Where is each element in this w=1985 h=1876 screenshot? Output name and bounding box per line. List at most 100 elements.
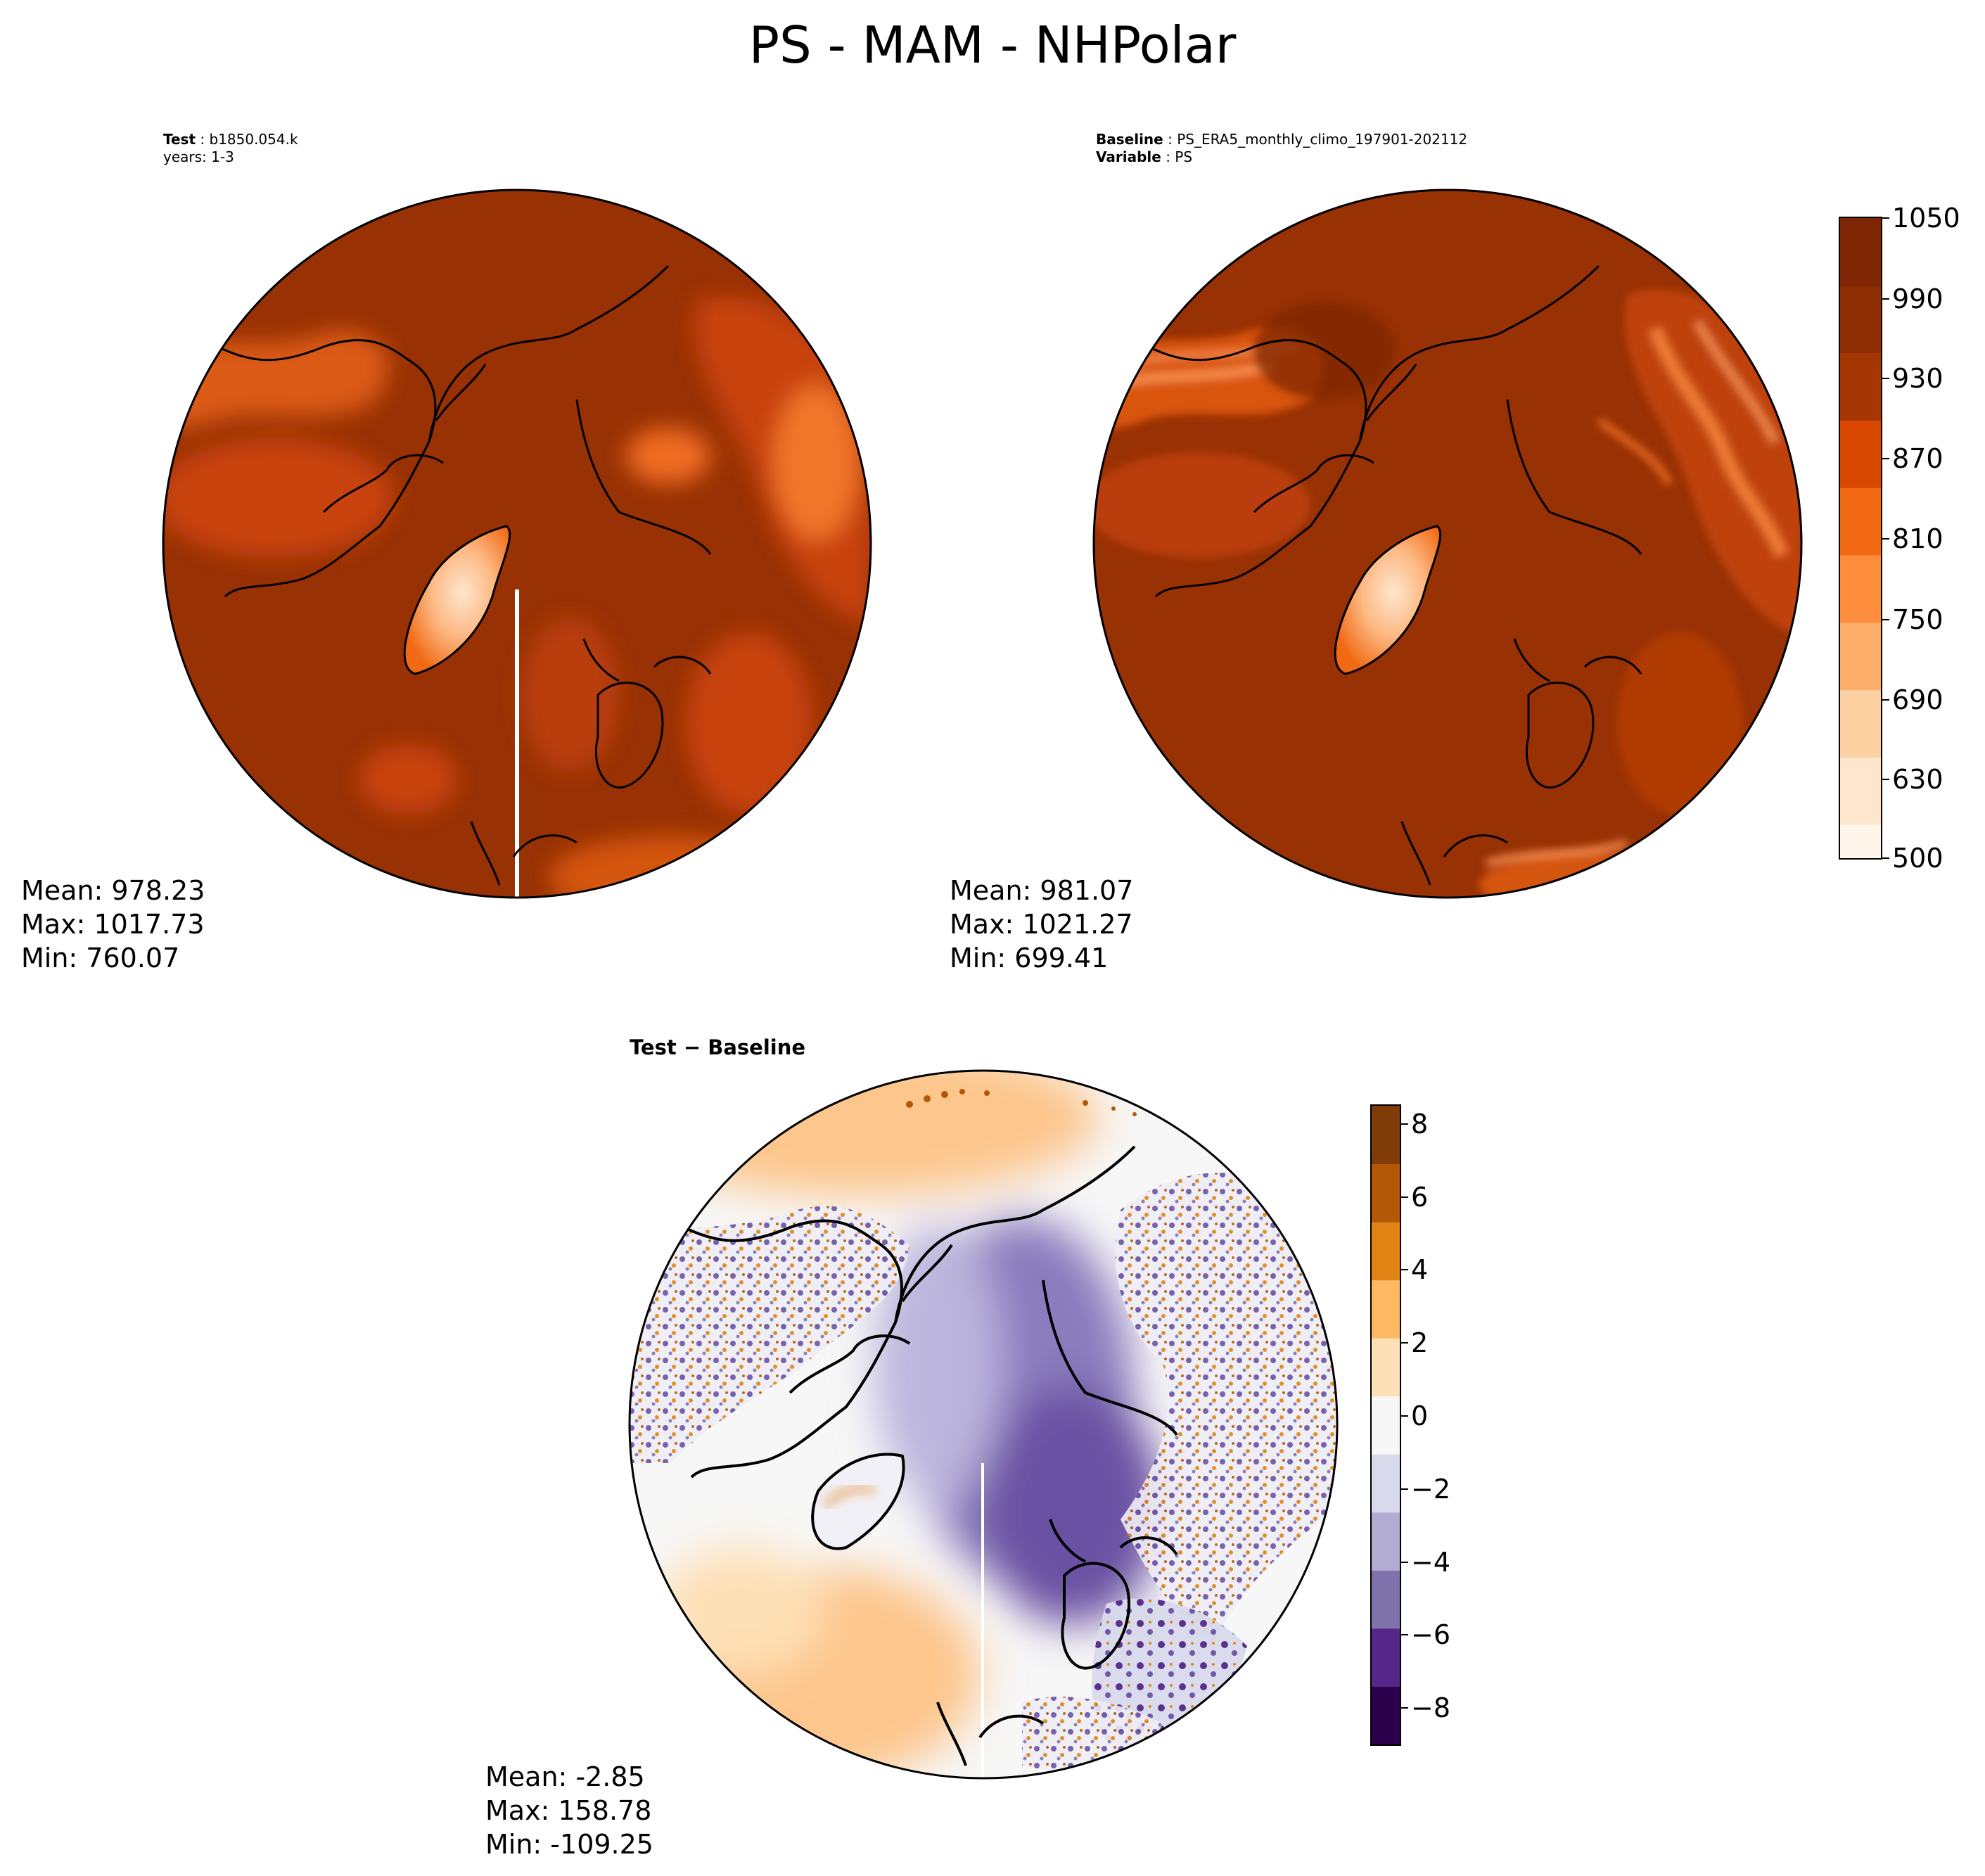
colorbar-tick-mark: [1882, 699, 1889, 701]
colorbar-segment: [1840, 791, 1881, 825]
test-stat-max: Max: 1017.73: [21, 909, 205, 940]
colorbar-segment: [1372, 1192, 1400, 1223]
colorbar-tick-mark: [1882, 458, 1889, 459]
test-seam-line: [515, 589, 519, 898]
baseline-stat-max: Max: 1021.27: [950, 909, 1133, 940]
diff-title-separator: −: [676, 1035, 708, 1059]
diff-field-land-noise-west: [630, 1206, 909, 1463]
colorbar-segment: [1372, 1686, 1400, 1716]
colorbar-segment: [1372, 1715, 1400, 1744]
colorbar-segment: [1840, 352, 1881, 387]
baseline-panel-title: Baseline : PS_ERA5_monthly_climo_197901-…: [1096, 131, 1468, 165]
colorbar-segment: [1372, 1106, 1400, 1135]
colorbar-tick-mark: [1882, 619, 1889, 620]
colorbar-tick-mark: [1882, 538, 1889, 540]
colorbar-segment: [1372, 1628, 1400, 1658]
colorbar-tick-label: 6: [1411, 1181, 1429, 1213]
colorbar-tick-label: 4: [1411, 1254, 1429, 1286]
test-stats: Mean: 978.23 Max: 1017.73 Min: 760.07: [21, 874, 205, 975]
colorbar-segment: [1372, 1657, 1400, 1687]
baseline-label-key: Baseline: [1096, 131, 1163, 148]
diff-field-land-noise-east: [1115, 1173, 1337, 1646]
colorbar-segment: [1372, 1454, 1400, 1484]
colorbar-segment: [1372, 1396, 1400, 1426]
test-stat-mean: Mean: 978.23: [21, 875, 205, 906]
colorbar-segment: [1372, 1338, 1400, 1367]
baseline-greenland-highlands: [1335, 526, 1441, 674]
baseline-coastlines: [1148, 264, 1642, 886]
colorbar-segment: [1840, 319, 1881, 354]
colorbar-segment: [1840, 588, 1881, 623]
figure-title: PS - MAM - NHPolar: [748, 15, 1237, 75]
colorbar-segment: [1840, 723, 1881, 758]
diff-panel-title: Test − Baseline: [630, 1035, 805, 1059]
colorbar-tick-mark: [1401, 1342, 1408, 1344]
test-field-lowpressure: [163, 296, 871, 898]
colorbar-tick-label: −8: [1411, 1692, 1451, 1724]
colorbar-segment: [1840, 386, 1881, 421]
colorbar-segment: [1840, 656, 1881, 691]
colorbar-tick-label: −2: [1411, 1473, 1451, 1505]
diff-seam-line: [981, 1463, 984, 1778]
colorbar-tick-mark: [1401, 1269, 1408, 1271]
colorbar-tick-mark: [1401, 1634, 1408, 1636]
diff-arc-dots: [906, 1089, 1137, 1116]
diff-stat-min: Min: -109.25: [485, 1829, 653, 1860]
colorbar-segment: [1840, 218, 1881, 253]
diff-colorbar: [1370, 1104, 1401, 1746]
colorbar-segment: [1372, 1483, 1400, 1513]
colorbar-tick-mark: [1401, 1123, 1408, 1125]
colorbar-segment: [1372, 1280, 1400, 1310]
colorbar-segment: [1840, 420, 1881, 454]
colorbar-tick-label: 870: [1892, 443, 1943, 474]
colorbar-segment: [1372, 1570, 1400, 1600]
colorbar-tick-mark: [1882, 857, 1889, 859]
diff-map-boundary: [628, 1069, 1339, 1780]
test-label-key: Test: [163, 131, 196, 148]
colorbar-tick-mark: [1882, 217, 1889, 219]
test-label-value: b1850.054.k: [209, 131, 298, 148]
colorbar-segment: [1372, 1222, 1400, 1251]
colorbar-segment: [1372, 1512, 1400, 1542]
diff-title-left: Test: [630, 1035, 677, 1059]
colorbar-segment: [1840, 454, 1881, 488]
test-greenland-highlands: [404, 526, 510, 674]
colorbar-tick-mark: [1882, 779, 1889, 780]
baseline-stat-min: Min: 699.41: [950, 943, 1109, 974]
colorbar-tick-mark: [1401, 1415, 1408, 1417]
main-colorbar: [1839, 217, 1882, 860]
test-coastlines: [217, 264, 712, 886]
test-stat-min: Min: 760.07: [21, 943, 180, 974]
colorbar-segment: [1840, 554, 1881, 589]
diff-coastlines: [684, 1145, 1178, 1766]
colorbar-tick-label: 500: [1892, 843, 1943, 874]
test-panel-title: Test : b1850.054.k years: 1-3: [163, 131, 298, 165]
diff-greenland: [812, 1454, 904, 1549]
colorbar-segment: [1840, 689, 1881, 724]
colorbar-segment: [1840, 757, 1881, 791]
colorbar-tick-label: 2: [1411, 1327, 1429, 1359]
colorbar-tick-mark: [1882, 298, 1889, 300]
test-polar-map: [162, 189, 872, 899]
colorbar-segment: [1372, 1251, 1400, 1281]
colorbar-tick-label: 1050: [1892, 203, 1960, 234]
colorbar-segment: [1372, 1163, 1400, 1194]
baseline-variable-value: PS: [1175, 148, 1193, 165]
colorbar-segment: [1372, 1135, 1400, 1165]
colorbar-segment: [1372, 1599, 1400, 1629]
colorbar-tick-label: 750: [1892, 604, 1943, 635]
diff-stats: Mean: -2.85 Max: 158.78 Min: -109.25: [485, 1760, 653, 1861]
colorbar-segment: [1372, 1367, 1400, 1397]
colorbar-segment: [1840, 824, 1881, 858]
colorbar-tick-mark: [1401, 1707, 1408, 1709]
baseline-label-value: PS_ERA5_monthly_climo_197901-202112: [1177, 131, 1468, 148]
colorbar-tick-label: 630: [1892, 764, 1943, 795]
colorbar-segment: [1840, 487, 1881, 522]
colorbar-tick-label: 8: [1411, 1108, 1429, 1140]
colorbar-segment: [1372, 1425, 1400, 1455]
colorbar-segment: [1372, 1308, 1400, 1339]
diff-polar-map: [628, 1069, 1339, 1780]
diff-title-right: Baseline: [708, 1035, 806, 1059]
colorbar-tick-mark: [1401, 1196, 1408, 1198]
baseline-stat-mean: Mean: 981.07: [950, 875, 1134, 906]
